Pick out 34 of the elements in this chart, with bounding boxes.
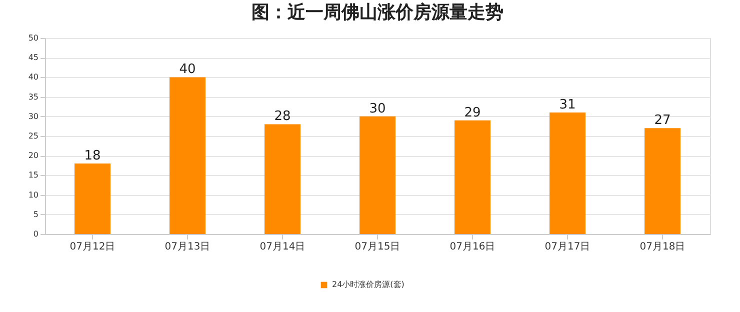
x-tick-label: 07月13日 — [164, 242, 210, 252]
y-tick-label: 0 — [33, 230, 38, 238]
x-tick-label: 07月12日 — [70, 242, 116, 252]
bar — [550, 112, 586, 234]
x-tick-label: 07月17日 — [544, 242, 590, 252]
y-tick-label: 45 — [28, 53, 38, 62]
bar — [360, 116, 396, 234]
bar — [74, 163, 110, 234]
legend-label: 24小时涨价房源(套) — [332, 280, 404, 289]
bar — [644, 128, 680, 234]
data-label: 18 — [84, 148, 101, 164]
y-tick-label: 5 — [33, 210, 38, 219]
bar — [264, 124, 300, 234]
x-tick-label: 07月18日 — [640, 242, 686, 252]
data-label: 29 — [464, 105, 481, 120]
y-tick-label: 10 — [28, 190, 38, 200]
chart-title: 图：近一周佛山涨价房源量走势 — [252, 2, 504, 23]
data-label: 40 — [179, 62, 196, 78]
x-tick-label: 07月15日 — [354, 242, 400, 252]
y-tick-label: 15 — [28, 170, 38, 180]
data-label: 28 — [274, 109, 291, 124]
data-label: 27 — [654, 113, 671, 128]
y-tick-label: 30 — [28, 112, 38, 121]
y-tick-label: 50 — [28, 34, 38, 42]
y-tick-label: 20 — [28, 151, 38, 160]
y-tick-label: 35 — [28, 92, 38, 102]
x-tick-label: 07月14日 — [260, 242, 306, 252]
data-label: 30 — [369, 101, 386, 116]
y-tick-label: 25 — [28, 132, 38, 140]
bar — [170, 77, 206, 234]
y-tick-label: 40 — [28, 72, 38, 82]
bar — [454, 120, 490, 234]
x-tick-label: 07月16日 — [450, 242, 496, 252]
data-label: 31 — [559, 97, 576, 112]
